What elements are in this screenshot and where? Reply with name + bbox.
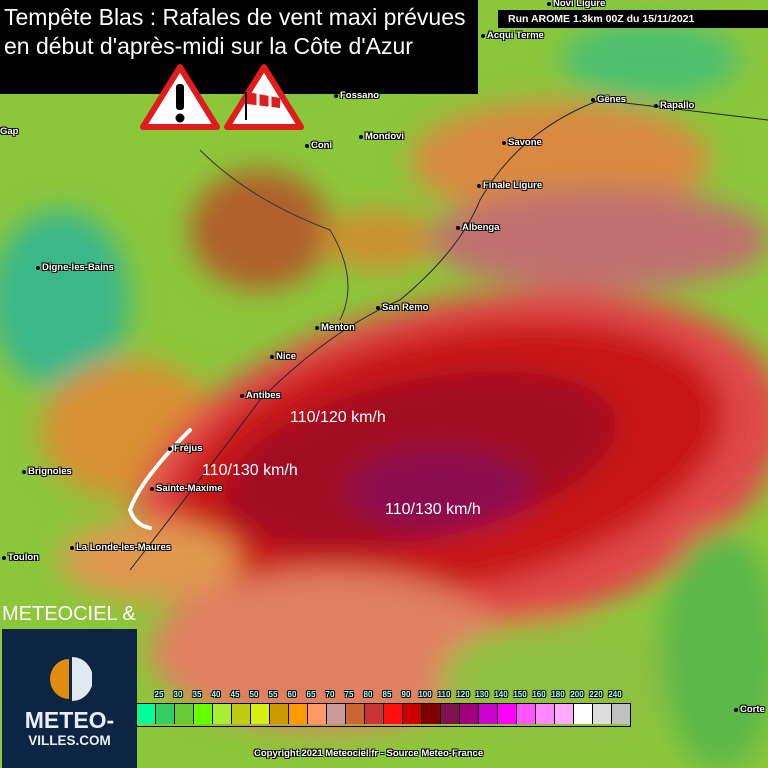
city-label: Sainte-Maxime [150,483,223,494]
branding-prefix: METEOCIEL & [2,603,136,625]
city-label: Gênes [590,94,627,105]
city-label: Digne-les-Bains [36,262,114,273]
legend-label: 25 [154,690,164,699]
legend-label: 45 [230,690,240,699]
windsock-warning-icon [224,64,304,130]
city-label: Rapallo [653,100,695,111]
legend-label: 70 [325,690,335,699]
legend-swatch: 180 [551,690,574,724]
legend-swatch: 85 [383,690,403,724]
legend-label: 75 [344,690,354,699]
city-label: Fossano [333,90,380,101]
legend-swatch: 35 [193,690,213,724]
legend-label: 30 [173,690,183,699]
legend-swatch: 65 [307,690,327,724]
legend-swatch: 140 [494,690,517,724]
legend-swatch: 75 [345,690,365,724]
half-sun-logo-icon [50,657,92,701]
legend-label: 80 [363,690,373,699]
legend-swatch: 160 [532,690,555,724]
legend-label: 130 [475,690,489,699]
legend-swatch: 120 [456,690,479,724]
legend-swatch [137,704,156,724]
map-title: Tempête Blas : Rafales de vent maxi prév… [0,0,478,94]
legend-swatch: 80 [364,690,384,724]
warning-exclamation-icon [140,64,220,130]
legend-swatch: 60 [288,690,308,724]
city-label: San Remo [375,302,429,313]
city-label: Albenga [455,222,500,233]
legend-label: 240 [608,690,622,699]
legend-swatch: 30 [174,690,194,724]
city-label: La Londe-les-Maures [69,542,172,553]
logo-line2: VILLES.COM [28,733,111,748]
legend-label: 55 [268,690,278,699]
legend-label: 220 [589,690,603,699]
city-label: Toulon [2,552,39,563]
legend-swatch: 90 [402,690,422,724]
meteo-villes-logo: METEO- VILLES.COM [2,629,137,768]
city-label: Gap [0,126,19,137]
legend-swatch: 110 [438,690,460,724]
wind-label: 110/120 km/h [290,409,386,426]
city-label: Coni [304,140,333,151]
legend-label: 150 [513,690,527,699]
legend-swatch: 55 [269,690,289,724]
legend-label: 100 [418,690,432,699]
city-label: Brignoles [22,466,72,477]
logo-line1: METEO- [24,707,115,733]
legend-label: 60 [287,690,297,699]
legend-swatch: 240 [608,690,630,724]
city-label: Fréjus [168,443,203,454]
legend-label: 180 [551,690,565,699]
legend-label: 200 [570,690,584,699]
legend-swatch: 130 [475,690,498,724]
legend-label: 140 [494,690,508,699]
city-label: Finale Ligure [476,180,543,191]
legend-swatch: 50 [250,690,270,724]
legend-swatch: 220 [589,690,612,724]
city-label: Antibes [240,390,281,401]
city-label: Novi Ligure [546,0,606,9]
run-info: Run AROME 1.3km 00Z du 15/11/2021 [498,10,768,28]
legend-label: 40 [211,690,221,699]
legend-label: 110 [437,690,451,699]
legend-label: 35 [192,690,202,699]
city-label: Menton [315,322,355,333]
wind-label: 110/130 km/h [385,501,481,518]
legend-swatch: 25 [155,690,175,724]
city-label: Mondovi [358,131,405,142]
legend-label: 120 [456,690,470,699]
wind-label: 110/130 km/h [202,462,298,479]
legend-label: 160 [532,690,546,699]
legend-label: 90 [401,690,411,699]
legend-swatch: 200 [570,690,593,724]
legend-label: 65 [306,690,316,699]
legend-swatch: 150 [513,690,536,724]
legend-swatch: 45 [231,690,251,724]
copyright: Copyright 2021 Meteociel.fr - Source Met… [254,748,484,759]
city-label: Savone [502,137,542,148]
city-label: Corte [734,704,765,715]
city-label: Nice [269,351,297,362]
wind-speed-legend: 25 30 35 40 45 50 55 60 65 70 75 80 85 90 100 110 120 130… [136,690,631,727]
legend-label: 50 [249,690,259,699]
legend-swatch: 100 [418,690,441,724]
legend-swatch: 40 [212,690,232,724]
legend-swatch: 70 [326,690,346,724]
city-label: Acqui Terme [481,30,544,41]
legend-label: 85 [382,690,392,699]
